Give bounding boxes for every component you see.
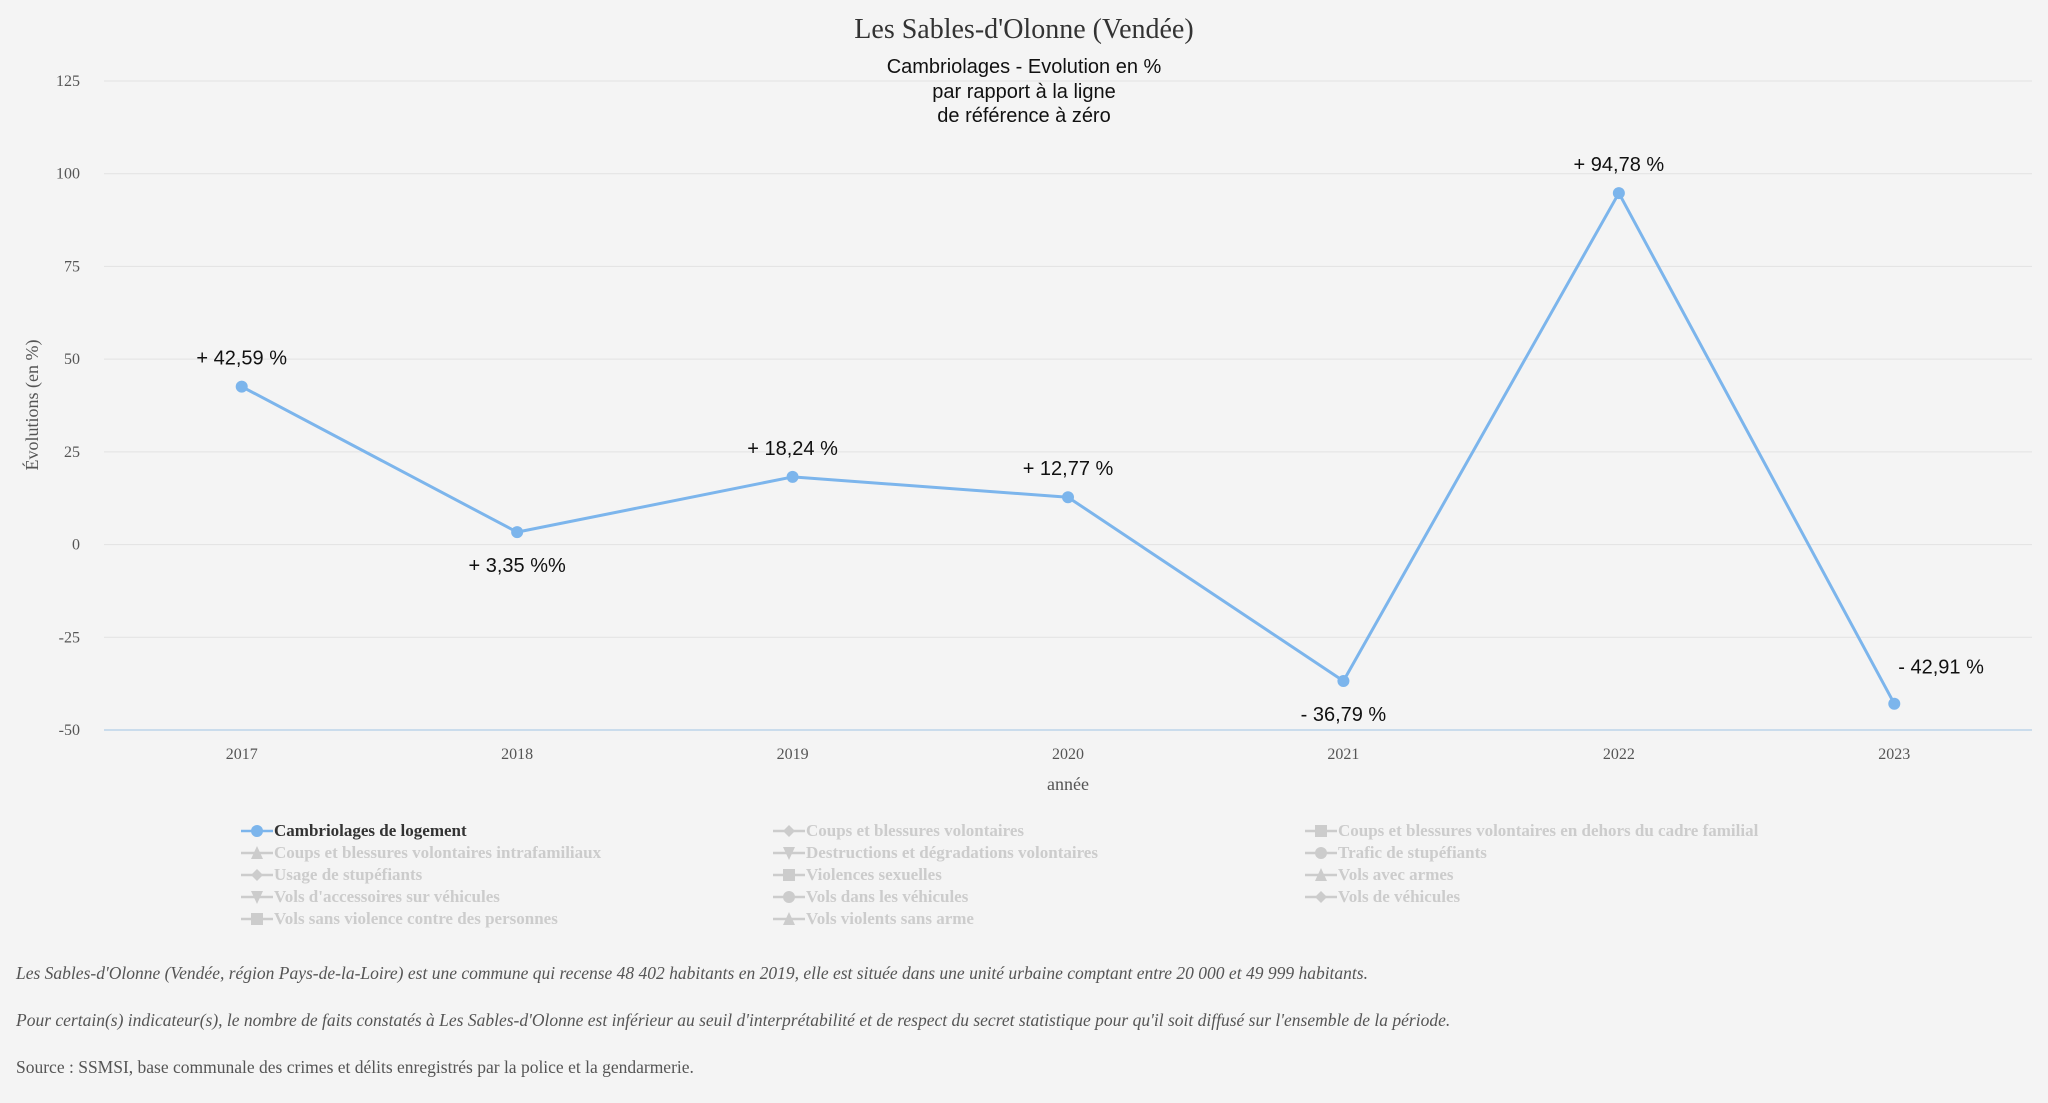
legend-label: Vols sans violence contre des personnes [274, 909, 558, 928]
x-tick-label: 2018 [501, 746, 533, 763]
legend-label: Vols violents sans arme [806, 909, 974, 928]
chart-subtitle-line-2: par rapport à la ligne [932, 81, 1115, 103]
legend-item[interactable]: Coups et blessures volontaires en dehors… [1304, 820, 1836, 842]
series-layer: + 42,59 % + 3,35 %% + 18,24 % + 12,77 % - 36… [196, 154, 1984, 726]
legend-square-icon [1305, 825, 1337, 837]
legend-triangle-icon [1305, 868, 1337, 881]
legend-diamond-icon [241, 869, 273, 881]
legend-label: Vols avec armes [1338, 865, 1454, 884]
legend-label: Vols d'accessoires sur véhicules [274, 887, 500, 906]
y-axis-title: Évolutions (en %) [21, 340, 43, 471]
data-point[interactable] [1888, 697, 1901, 710]
legend-item[interactable]: Destructions et dégradations volontaires [772, 842, 1304, 864]
legend-circle-icon [241, 825, 273, 837]
y-tick-label: -25 [59, 629, 80, 646]
data-label: + 42,59 % [196, 348, 287, 370]
legend-triangle-down-icon [241, 891, 273, 904]
legend-item[interactable]: Vols de véhicules [1304, 886, 1836, 908]
data-label: + 3,35 %% [468, 555, 566, 577]
data-label: + 12,77 % [1023, 458, 1114, 480]
data-point[interactable] [1062, 491, 1074, 504]
gridlines [104, 80, 2032, 731]
legend-item[interactable]: Vols d'accessoires sur véhicules [240, 886, 772, 908]
line-chart: Les Sables-d'Olonne (Vendée) Cambriolage… [21, 14, 2032, 794]
legend-triangle-icon [241, 846, 273, 859]
y-tick-label: -50 [59, 722, 80, 739]
y-tick-label: 125 [56, 73, 80, 90]
legend-label: Violences sexuelles [806, 865, 942, 884]
legend-label: Coups et blessures volontaires intrafami… [274, 843, 602, 862]
legend-label: Cambriolages de logement [274, 821, 467, 840]
y-tick-label: 50 [64, 351, 80, 368]
legend-item[interactable]: Trafic de stupéfiants [1304, 842, 1836, 864]
legend-label: Coups et blessures volontaires [806, 821, 1025, 840]
x-axis-title: année [1047, 774, 1089, 794]
legend-item[interactable]: Violences sexuelles [772, 864, 1304, 886]
x-axis-ticks: 2017 2018 2019 2020 2021 2022 2023 [226, 746, 1911, 763]
x-tick-label: 2019 [777, 746, 809, 763]
legend-square-icon [241, 913, 273, 925]
legend-item[interactable]: Vols sans violence contre des personnes [240, 908, 772, 930]
data-point[interactable] [1612, 187, 1625, 200]
legend-item[interactable]: Coups et blessures volontaires intrafami… [240, 842, 772, 864]
data-label: - 36,79 % [1301, 704, 1387, 726]
chart-title: Les Sables-d'Olonne (Vendée) [854, 14, 1193, 45]
x-tick-label: 2017 [226, 746, 258, 763]
x-tick-label: 2023 [1878, 746, 1910, 763]
legend-square-icon [773, 869, 805, 881]
legend-triangle-down-icon [773, 847, 805, 860]
legend-circle-icon [1305, 847, 1337, 859]
legend-label: Destructions et dégradations volontaires [806, 843, 1098, 862]
legend-label: Usage de stupéfiants [274, 865, 423, 884]
chart-subtitle-line-1: Cambriolages - Evolution en % [887, 56, 1162, 78]
data-point[interactable] [786, 470, 799, 483]
x-tick-label: 2021 [1327, 746, 1359, 763]
legend-circle-icon [773, 891, 805, 903]
statistical-note: Pour certain(s) indicateur(s), le nombre… [16, 1010, 1451, 1030]
y-tick-label: 75 [64, 258, 80, 275]
series-line [241, 191, 1896, 705]
data-point[interactable] [235, 380, 248, 393]
legend-label: Vols de véhicules [1338, 887, 1461, 906]
y-tick-label: 0 [72, 537, 80, 554]
legend-item[interactable]: Vols violents sans arme [772, 908, 1304, 930]
legend-label: Vols dans les véhicules [806, 887, 969, 906]
legend-item[interactable]: Usage de stupéfiants [240, 864, 772, 886]
legend-triangle-icon [773, 912, 805, 925]
data-point[interactable] [511, 526, 524, 539]
legend-item[interactable]: Coups et blessures volontaires [772, 820, 1304, 842]
y-tick-label: 25 [64, 444, 80, 461]
y-tick-label: 100 [56, 166, 80, 183]
x-tick-label: 2020 [1052, 746, 1084, 763]
legend-diamond-icon [773, 825, 805, 837]
legend-label: Trafic de stupéfiants [1338, 843, 1487, 862]
legend-diamond-icon [1305, 891, 1337, 903]
chart-subtitle-line-3: de référence à zéro [937, 105, 1110, 127]
y-axis-ticks: -50 -25 0 25 50 75 100 125 [56, 73, 80, 739]
x-tick-label: 2022 [1603, 746, 1635, 763]
data-point[interactable] [1337, 675, 1350, 688]
legend: Cambriolages de logement Coups et blessur… [240, 820, 1800, 930]
legend-item[interactable]: Vols avec armes [1304, 864, 1836, 886]
source-text: Source : SSMSI, base communale des crime… [16, 1057, 694, 1077]
legend-label: Coups et blessures volontaires en dehors… [1338, 821, 1759, 840]
legend-item[interactable]: Cambriolages de logement [240, 820, 772, 842]
commune-description: Les Sables-d'Olonne (Vendée, région Pays… [16, 963, 1368, 983]
data-label: - 42,91 % [1898, 657, 1984, 679]
data-label: + 94,78 % [1574, 154, 1665, 176]
data-label: + 18,24 % [747, 438, 838, 460]
legend-item[interactable]: Vols dans les véhicules [772, 886, 1304, 908]
